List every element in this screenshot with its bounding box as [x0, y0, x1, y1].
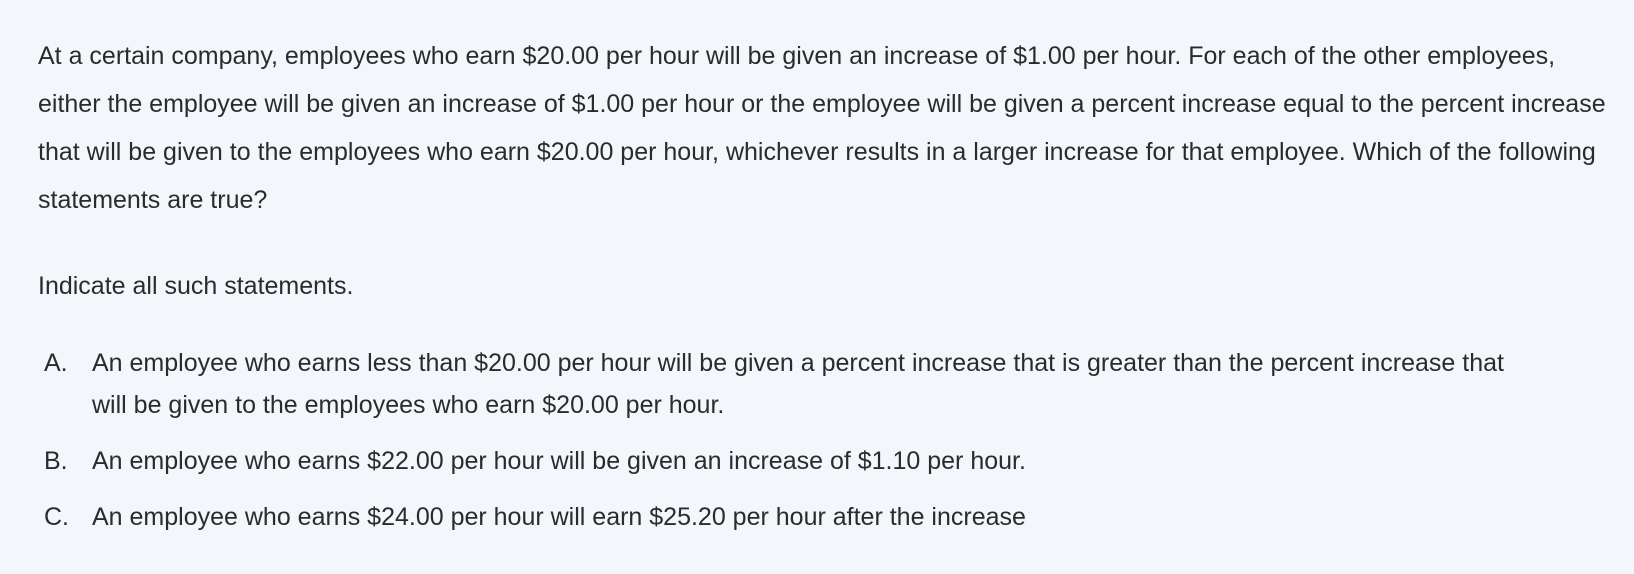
answer-option-b[interactable]: B. An employee who earns $22.00 per hour… [38, 440, 1604, 482]
question-stem: At a certain company, employees who earn… [38, 42, 1606, 214]
option-letter: B. [44, 447, 68, 475]
answer-instruction: Indicate all such statements. [38, 272, 354, 300]
option-text: An employee who earns less than $20.00 p… [92, 349, 1504, 419]
option-letter: A. [44, 349, 68, 377]
option-letter: C. [44, 503, 69, 531]
answer-option-a[interactable]: A. An employee who earns less than $20.0… [38, 342, 1604, 426]
option-text: An employee who earns $22.00 per hour wi… [92, 447, 1026, 475]
answer-options-list: A. An employee who earns less than $20.0… [38, 342, 1604, 538]
answer-option-c[interactable]: C. An employee who earns $24.00 per hour… [38, 496, 1604, 538]
option-text: An employee who earns $24.00 per hour wi… [92, 503, 1026, 531]
